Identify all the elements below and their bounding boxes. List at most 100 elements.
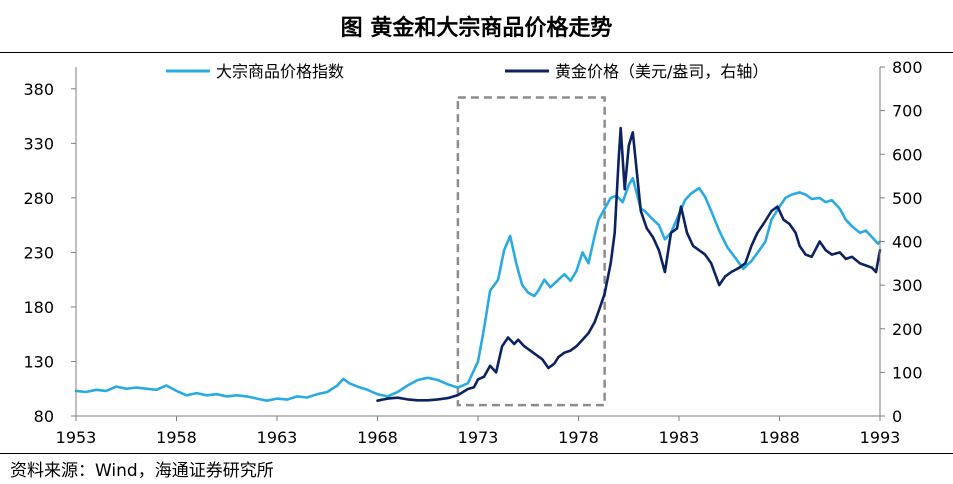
- commodity-index-point: [664, 238, 666, 241]
- right-y-tick-label: 500: [892, 189, 923, 208]
- commodity-index-point: [306, 396, 308, 399]
- commodity-index-point: [336, 384, 339, 387]
- footer-divider: [0, 453, 953, 454]
- commodity-index-point: [105, 390, 107, 392]
- commodity-index-point: [236, 394, 238, 397]
- gold-price-point: [698, 249, 700, 251]
- chart-title: 图 黄金和大宗商品价格走势: [340, 16, 613, 41]
- commodity-index-point: [155, 389, 158, 391]
- commodity-index-point: [859, 232, 861, 234]
- commodity-index-point: [734, 257, 737, 259]
- commodity-index-point: [85, 391, 87, 393]
- commodity-index-point: [286, 398, 288, 401]
- gold-price-point: [776, 205, 779, 208]
- commodity-index-point: [609, 197, 612, 199]
- commodity-index-point: [497, 278, 499, 281]
- commodity-index-point: [818, 197, 821, 199]
- x-tick-label: 1983: [659, 428, 700, 447]
- commodity-index-point: [457, 386, 459, 389]
- gold-price-point: [646, 227, 648, 230]
- commodity-index-point: [406, 384, 409, 387]
- gold-price-point: [483, 375, 485, 378]
- commodity-index-point: [215, 393, 218, 396]
- gold-price-point: [587, 332, 590, 334]
- gold-price-point: [724, 275, 726, 278]
- gold-price-point: [686, 232, 688, 234]
- right-y-tick-label: 0: [892, 407, 902, 426]
- gold-price-point: [628, 144, 630, 147]
- gold-price-point: [467, 388, 469, 390]
- gold-price-line: [376, 126, 882, 403]
- commodity-index-point: [386, 395, 389, 398]
- gold-price-point: [553, 362, 556, 365]
- commodity-index-point: [266, 399, 268, 402]
- commodity-index-point: [804, 193, 807, 196]
- commodity-index-point: [175, 390, 178, 392]
- commodity-index-point: [758, 249, 761, 251]
- commodity-index-point: [205, 394, 208, 397]
- commodity-index-point: [115, 385, 117, 388]
- gold-price-point: [865, 264, 867, 267]
- commodity-index-point: [296, 395, 298, 398]
- commodity-index-point: [427, 377, 429, 379]
- commodity-index-point: [185, 394, 188, 397]
- commodity-index-point: [543, 278, 546, 281]
- legend-label-gold: 黄金价格（美元/盎司，右轴）: [555, 62, 768, 81]
- commodity-index-point: [764, 240, 767, 243]
- right-y-tick-label: 300: [892, 276, 923, 295]
- gold-price-point: [416, 399, 419, 402]
- x-tick-label: 1963: [257, 428, 298, 447]
- gold-price-point: [680, 205, 682, 208]
- x-tick-label: 1988: [759, 428, 800, 447]
- gold-price-point: [692, 245, 694, 247]
- commodity-index-point: [628, 184, 630, 186]
- right-y-tick-label: 400: [892, 233, 923, 252]
- gold-price-point: [762, 223, 765, 225]
- commodity-index-point: [824, 201, 827, 203]
- gold-price-point: [396, 396, 399, 399]
- commodity-index-point: [690, 192, 692, 195]
- gold-price-point: [845, 258, 847, 260]
- commodity-index-point: [256, 397, 258, 400]
- commodity-index-point: [483, 328, 485, 330]
- x-tick-label: 1978: [558, 428, 599, 447]
- commodity-index-point: [684, 199, 686, 201]
- commodity-index-point: [710, 210, 712, 212]
- commodity-index-point: [603, 208, 606, 210]
- commodity-index-point: [581, 251, 584, 254]
- commodity-index-point: [396, 391, 399, 393]
- commodity-index-point: [195, 392, 198, 394]
- commodity-index-point: [831, 199, 833, 201]
- gold-price-point: [603, 293, 606, 295]
- left-y-tick-label: 330: [23, 134, 54, 153]
- right-y-tick-label: 600: [892, 145, 923, 164]
- gold-price-point: [756, 232, 759, 234]
- left-y-tick-label: 380: [23, 80, 54, 99]
- gold-price-point: [457, 394, 459, 396]
- commodity-index-point: [798, 191, 801, 194]
- gold-price-point: [386, 397, 389, 400]
- gold-price-point: [738, 266, 741, 269]
- gold-price-point: [640, 210, 642, 212]
- left-y-tick-label: 230: [23, 243, 54, 262]
- commodity-index-point: [356, 385, 359, 388]
- commodity-index-point: [621, 201, 624, 203]
- gold-price-point: [794, 232, 797, 234]
- gold-price-point: [477, 378, 479, 381]
- commodity-index-point: [593, 235, 596, 237]
- commodity-index-point: [549, 286, 552, 289]
- gold-price-point: [670, 232, 672, 234]
- gold-price-point: [636, 170, 638, 173]
- x-tick-label: 1968: [357, 428, 398, 447]
- gold-price-point: [376, 399, 379, 402]
- gold-price-point: [619, 127, 622, 129]
- highlight-box: [456, 96, 606, 407]
- commodity-index-point: [503, 249, 505, 251]
- commodity-index-point: [95, 389, 97, 391]
- commodity-index-point: [810, 198, 813, 200]
- gold-price-point: [718, 284, 720, 286]
- x-tick-label: 1953: [56, 428, 97, 447]
- gold-price-point: [541, 358, 544, 361]
- gold-price-point: [593, 321, 596, 324]
- gold-price-point: [744, 262, 747, 265]
